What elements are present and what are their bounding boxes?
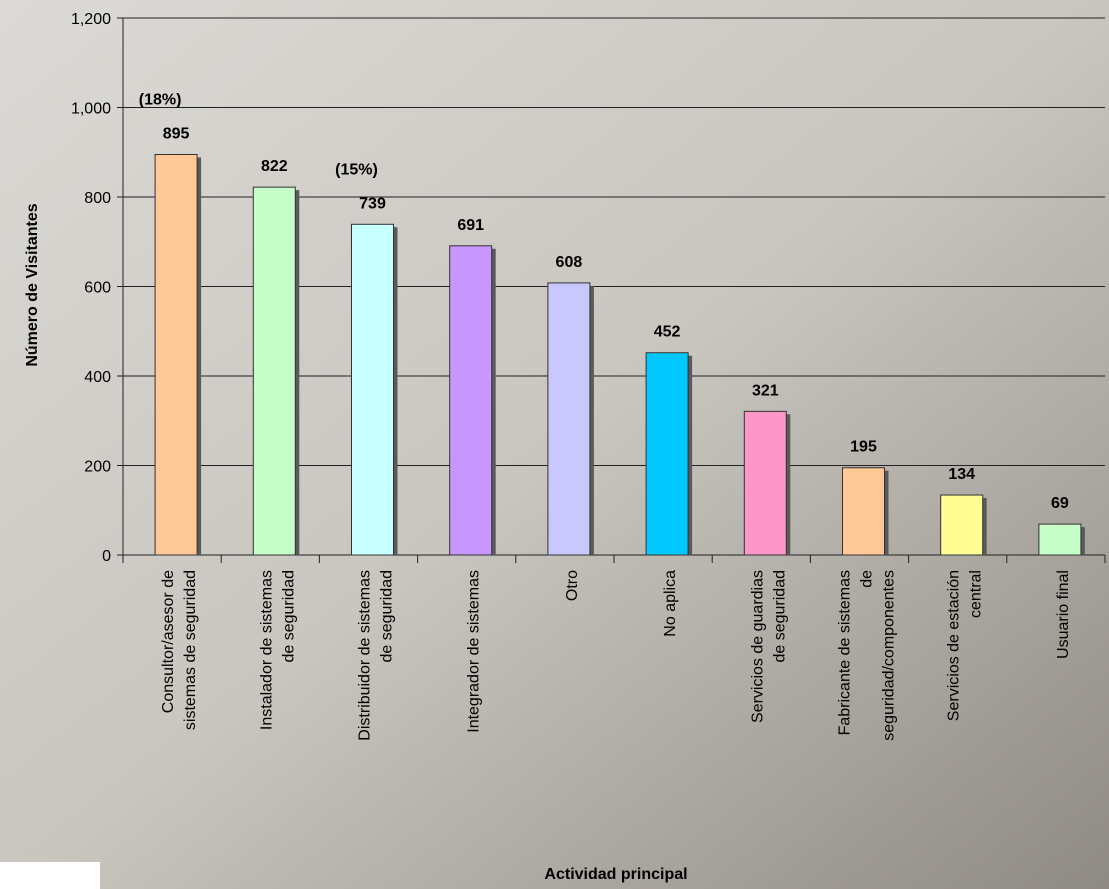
y-tick-label: 1,000 xyxy=(71,101,111,118)
x-tick-label: Servicios de guardias de seguridad xyxy=(749,570,788,723)
x-tick-label: Instalador de sistemas de seguridad xyxy=(258,570,297,730)
bar-side xyxy=(786,414,791,555)
x-tick-label: Otro xyxy=(564,570,581,601)
bar-side xyxy=(393,227,398,556)
bar-side xyxy=(1080,527,1085,555)
bar-side xyxy=(688,355,693,555)
bar xyxy=(252,186,296,556)
y-tick-label: 0 xyxy=(102,548,111,565)
value-label: 321 xyxy=(752,382,779,399)
value-label: 691 xyxy=(457,217,484,234)
percent-label: (15%) xyxy=(335,161,378,178)
value-label: 822 xyxy=(261,158,288,175)
y-tick-label: 200 xyxy=(84,459,111,476)
percent-label: (18%) xyxy=(139,91,182,108)
y-tick-label: 600 xyxy=(84,280,111,297)
value-label: 69 xyxy=(1051,495,1069,512)
x-tick-label: Consultor/asesor de sistemas de seguridad xyxy=(160,570,199,730)
x-tick-label: Integrador de sistemas xyxy=(466,570,483,733)
x-tick-label: Servicios de estación central xyxy=(946,570,985,721)
bar xyxy=(547,282,591,556)
bar-side xyxy=(197,157,202,556)
x-tick-label: No aplica xyxy=(662,570,679,637)
bar xyxy=(940,494,984,556)
bar-side xyxy=(982,498,987,555)
bar xyxy=(743,410,787,556)
y-axis-title: Número de Visitantes xyxy=(24,203,41,366)
x-tick-label: Fabricante de sistemas de seguridad/compon… xyxy=(837,570,898,741)
value-label: 452 xyxy=(654,324,681,341)
bar xyxy=(842,467,885,556)
value-label: 608 xyxy=(556,254,583,271)
corner-patch xyxy=(0,862,100,889)
bar-side xyxy=(884,470,889,555)
bar xyxy=(154,153,198,556)
bar-side xyxy=(491,248,496,555)
value-label: 739 xyxy=(359,195,386,212)
bar xyxy=(645,352,689,556)
bar xyxy=(449,245,493,556)
bar xyxy=(351,223,394,556)
bar-side xyxy=(295,190,300,555)
y-tick-label: 400 xyxy=(84,369,111,386)
y-tick-label: 800 xyxy=(84,190,111,207)
x-tick-label: Distribuidor de sistemas de seguridad xyxy=(357,570,396,741)
value-label: 134 xyxy=(948,466,975,483)
bar xyxy=(1038,523,1082,556)
x-tick-label: Usuario final xyxy=(1055,570,1072,659)
x-axis-title: Actividad principal xyxy=(544,866,687,883)
bar-side xyxy=(589,285,594,555)
y-tick-label: 1,200 xyxy=(71,11,111,28)
value-label: 895 xyxy=(163,125,190,142)
value-label: 195 xyxy=(850,439,877,456)
